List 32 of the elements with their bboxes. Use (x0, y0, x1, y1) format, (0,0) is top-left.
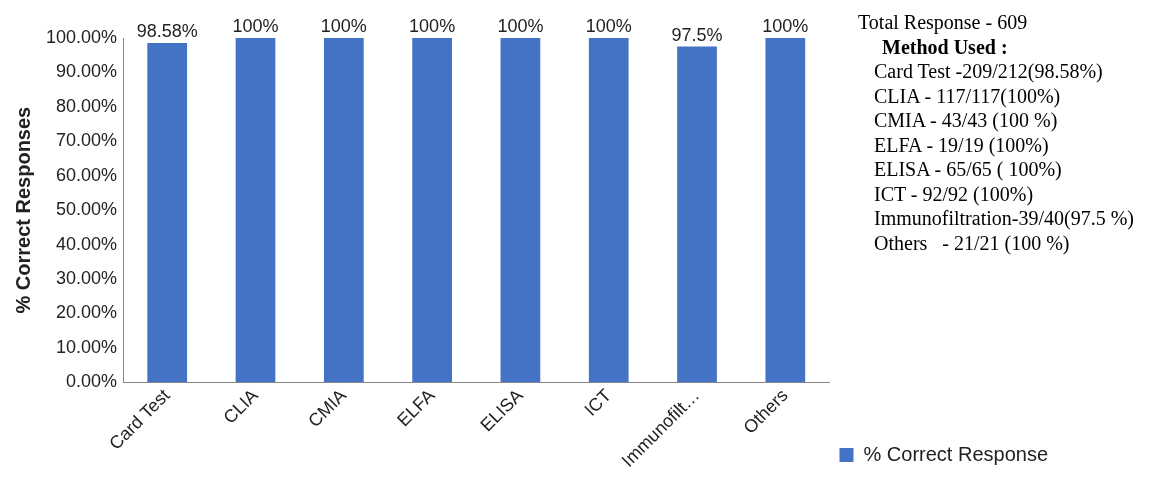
y-tick-label: 60.00% (56, 164, 118, 185)
y-tick-label: 100.00% (46, 26, 118, 47)
y-tick-label: 10.00% (56, 336, 118, 357)
text: ELISA - 65/65 ( 100%) (873, 157, 1063, 182)
text: Card Test -209/212(98.58%) (873, 59, 1104, 84)
text: ICT - 92/92 (100%) (873, 181, 1035, 206)
text: CLIA - 117/117(100%) (873, 83, 1062, 108)
y-tick-label: 30.00% (56, 267, 118, 288)
y-axis-title: % Correct Responses (11, 106, 34, 314)
data-label: 100% (497, 15, 544, 36)
text: Total Response - 609 (858, 10, 1029, 35)
y-tick-label: 70.00% (56, 130, 118, 151)
x-tick-label: ICT (580, 385, 616, 420)
y-tick-label: 40.00% (56, 233, 118, 254)
y-tick-label: 20.00% (56, 302, 118, 323)
text: ELFA - 19/19 (100%) (873, 132, 1050, 157)
y-tick-label: 90.00% (56, 61, 118, 82)
y-tick-label: 0.00% (66, 371, 118, 392)
data-label: 100% (409, 15, 456, 36)
data-label: 98.58% (136, 20, 198, 41)
data-label: 100% (320, 15, 367, 36)
text: Method Used : (881, 34, 1009, 59)
data-label: 97.5% (671, 24, 723, 45)
text: Immunofiltration-39/40(97.5 %) (873, 206, 1134, 231)
data-label: 100% (762, 15, 809, 36)
text: CMIA - 43/43 (100 %) (873, 108, 1059, 133)
legend-label: % Correct Response (863, 442, 1049, 465)
y-tick-label: 80.00% (56, 95, 118, 116)
data-label: 100% (232, 15, 279, 36)
data-label: 100% (585, 15, 632, 36)
y-tick-label: 50.00% (56, 199, 118, 220)
text: Others - 21/21 (100 %) (873, 230, 1071, 255)
